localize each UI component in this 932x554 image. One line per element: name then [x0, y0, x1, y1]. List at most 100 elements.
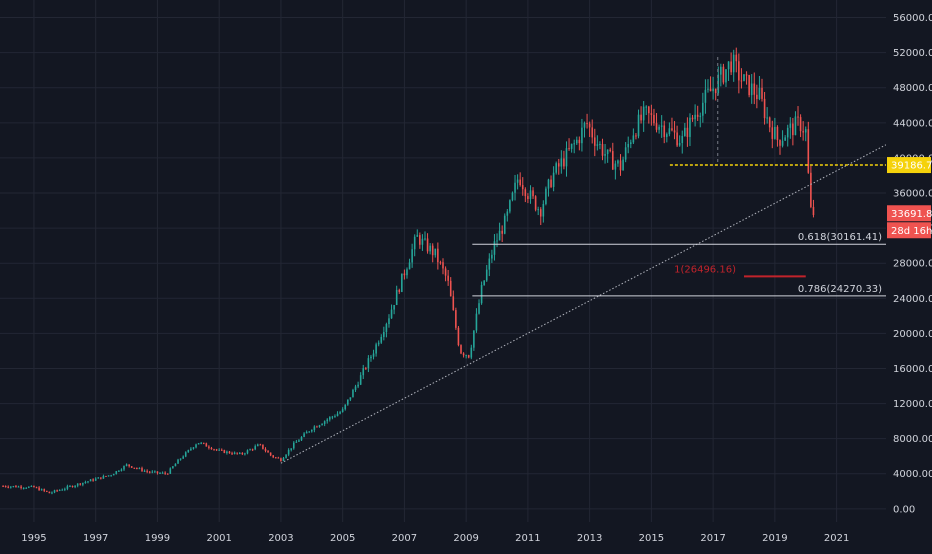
candle-body [398, 289, 401, 292]
candle-body [264, 448, 267, 451]
candle-body [308, 431, 311, 433]
candle-body [287, 449, 290, 455]
candle-body [784, 137, 786, 141]
candle-body [105, 475, 107, 477]
candle-body [292, 442, 295, 449]
x-tick-label: 2003 [268, 533, 293, 544]
candle-body [213, 449, 215, 451]
candle-body [305, 432, 308, 434]
current-price-badge-bg [887, 205, 931, 222]
price-axis[interactable]: 56000.0052000.0048000.0044000.0040000.00… [886, 0, 932, 550]
candle-body [377, 342, 380, 345]
x-tick-label: 2001 [206, 533, 231, 544]
candle-body [141, 468, 143, 471]
candle-body [434, 248, 437, 256]
candle-body [563, 158, 565, 167]
candle-body [33, 485, 35, 488]
candle-body [92, 479, 94, 481]
candle-body [58, 489, 61, 491]
y-tick-label: 12000.00 [893, 399, 932, 410]
candle-body [187, 449, 190, 453]
candle-body [246, 450, 249, 454]
candle-body [164, 472, 166, 474]
candle-body [671, 128, 673, 131]
candle-body [581, 127, 583, 144]
candle-body [148, 471, 151, 473]
candle-body [460, 345, 462, 354]
candle-body [413, 236, 416, 250]
candle-body [300, 436, 303, 441]
candle-body [568, 148, 570, 150]
candle-body [583, 123, 586, 128]
candle-body [467, 355, 470, 358]
candle-body [753, 83, 756, 95]
candle-body [390, 309, 393, 319]
candle-body [7, 486, 10, 488]
candle-body [794, 116, 797, 136]
candle-body [560, 158, 563, 167]
candle-body [421, 238, 424, 245]
candle-body [449, 280, 452, 297]
candle-body [539, 209, 542, 217]
candle-body [56, 490, 58, 492]
candle-body [807, 129, 810, 173]
candle-body [156, 471, 159, 474]
candle-body [485, 269, 488, 281]
candle-body [48, 491, 51, 494]
y-tick-label: 8000.00 [893, 434, 932, 445]
candle-body [370, 356, 372, 359]
candle-body [424, 238, 426, 240]
candle-body [69, 485, 71, 487]
candle-body [107, 475, 110, 477]
candle-body [591, 127, 594, 138]
candle-body [179, 458, 182, 460]
candle-body [395, 289, 398, 306]
candle-body [686, 127, 689, 137]
candle-body [195, 444, 197, 448]
candle-body [792, 123, 794, 136]
candle-body [678, 143, 681, 146]
candle-body [169, 468, 172, 474]
candle-body [550, 179, 552, 187]
candle-body [475, 313, 478, 331]
candle-body [406, 269, 408, 276]
candle-body [349, 397, 352, 400]
candle-body [632, 135, 635, 143]
candle-body [2, 486, 4, 488]
candle-body [138, 468, 141, 470]
candle-body [359, 375, 362, 385]
candle-body [282, 457, 285, 462]
candle-body [190, 448, 192, 450]
candle-body [200, 442, 202, 444]
x-tick-label: 2005 [330, 533, 355, 544]
candle-body [197, 443, 200, 445]
candle-body [611, 151, 614, 170]
candle-body [465, 355, 467, 357]
candle-body [622, 159, 624, 171]
candle-body [218, 449, 220, 451]
candle-body [758, 87, 761, 100]
candle-body [442, 262, 444, 269]
candle-body [779, 140, 781, 146]
candle-body [810, 172, 812, 207]
candle-body [455, 310, 457, 328]
candle-body [403, 273, 406, 276]
candle-body [174, 463, 177, 467]
candle-body [426, 238, 429, 252]
fib-level-label: 1(26496.16) [674, 264, 736, 275]
candle-body [267, 450, 269, 453]
candle-body [17, 486, 20, 488]
candle-body [498, 230, 501, 241]
time-axis[interactable]: 1995 1997 1999 2001 2003 2005 2007 2009 2011 2013… [0, 522, 932, 550]
candle-body [761, 87, 763, 99]
candle-body [812, 206, 815, 215]
candle-body [97, 477, 100, 479]
candle-body [411, 249, 413, 263]
candle-body [254, 446, 257, 450]
drawings[interactable]: 0.618(30161.41) 1(26496.16) 0.786(24270.33… [280, 57, 887, 464]
y-tick-label: 56000.00 [893, 13, 932, 24]
candle-body [102, 475, 105, 479]
candle-body [640, 114, 642, 121]
